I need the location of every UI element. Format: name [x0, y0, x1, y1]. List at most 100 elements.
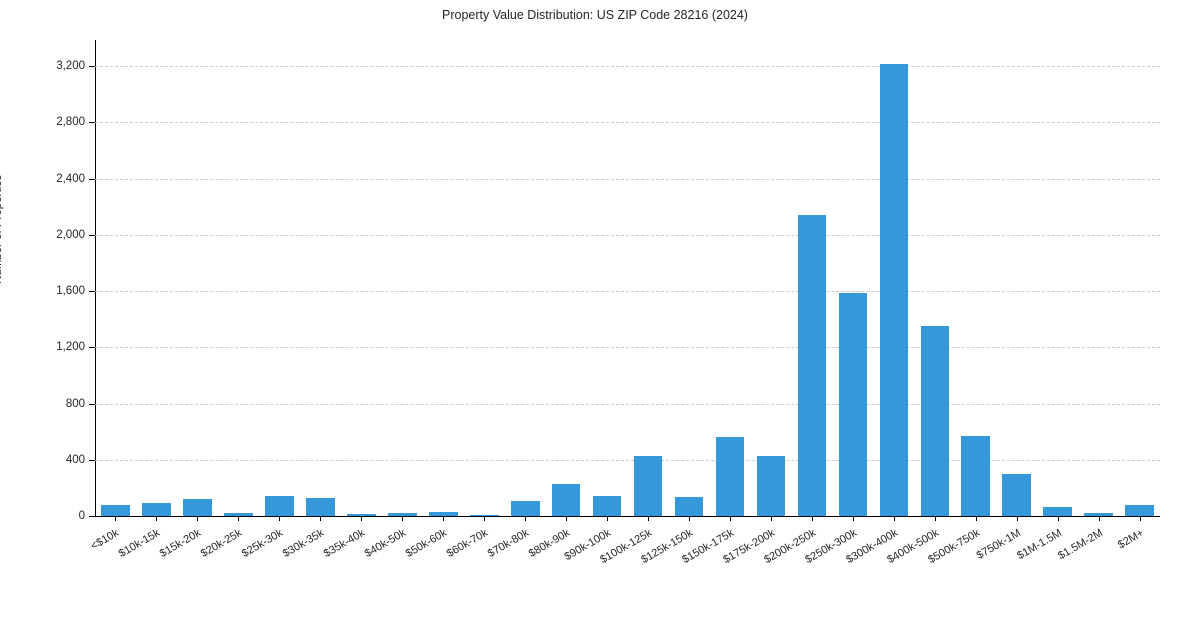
bar-slot	[95, 52, 136, 516]
bar[interactable]	[387, 512, 417, 516]
x-tick-mark	[115, 516, 117, 521]
bar-slot	[300, 52, 341, 516]
bar-slot	[791, 52, 832, 516]
x-axis-line	[95, 516, 1160, 517]
x-tick-mark	[1016, 516, 1018, 521]
bar-slot	[996, 52, 1037, 516]
bar[interactable]	[142, 502, 171, 516]
x-tick-mark	[811, 516, 813, 521]
y-tick-label: 1,200	[56, 341, 85, 354]
y-axis-line	[95, 40, 96, 517]
y-tick-label: 400	[65, 453, 85, 466]
bar[interactable]	[1043, 506, 1073, 516]
bar[interactable]	[346, 514, 376, 516]
bar[interactable]	[633, 455, 663, 516]
bar-slot	[218, 52, 259, 516]
x-tick-mark	[402, 516, 404, 521]
x-tick-mark	[279, 516, 281, 521]
gridline	[95, 234, 1160, 236]
y-tick-mark	[89, 516, 95, 517]
bar[interactable]	[1084, 512, 1114, 516]
bar[interactable]	[879, 63, 909, 516]
y-tick-mark	[89, 178, 95, 180]
x-tick-mark	[934, 516, 936, 521]
bar-slot	[423, 52, 464, 516]
bar[interactable]	[551, 483, 581, 516]
bar-slot	[587, 52, 628, 516]
y-tick-mark	[89, 347, 95, 349]
gridline	[95, 178, 1160, 180]
bar-slot	[1119, 52, 1160, 516]
y-tick-label: 2,800	[56, 116, 85, 129]
x-tick-mark	[852, 516, 854, 521]
x-tick-mark	[443, 516, 445, 521]
x-tick-mark	[156, 516, 158, 521]
bar-slot	[669, 52, 710, 516]
bar-slot	[341, 52, 382, 516]
bar-slot	[177, 52, 218, 516]
bar[interactable]	[510, 500, 540, 516]
y-tick-mark	[89, 291, 95, 293]
x-tick-mark	[729, 516, 731, 521]
bar-slot	[751, 52, 792, 516]
bar-slot	[259, 52, 300, 516]
x-tick-mark	[893, 516, 895, 521]
bar[interactable]	[265, 496, 294, 516]
bar[interactable]	[428, 511, 458, 516]
bar-slot	[1037, 52, 1078, 516]
bar-slot	[546, 52, 587, 516]
y-tick-mark	[89, 403, 95, 405]
x-tick-mark	[975, 516, 977, 521]
x-tick-mark	[525, 516, 527, 521]
bar[interactable]	[592, 495, 622, 516]
bar[interactable]	[469, 514, 499, 516]
y-tick-mark	[89, 66, 95, 68]
chart-title: Property Value Distribution: US ZIP Code…	[442, 8, 748, 22]
x-tick-mark	[361, 516, 363, 521]
gridline	[95, 347, 1160, 349]
bar[interactable]	[224, 513, 253, 516]
bar-slot	[136, 52, 177, 516]
bar[interactable]	[715, 437, 745, 516]
y-tick-label: 2,400	[56, 172, 85, 185]
x-tick-mark	[197, 516, 199, 521]
x-tick-mark	[770, 516, 772, 521]
bar-slot	[628, 52, 669, 516]
bar[interactable]	[961, 435, 991, 516]
bar[interactable]	[183, 499, 212, 516]
y-tick-label: 0	[78, 510, 85, 522]
plot-area	[95, 52, 1160, 516]
bar-slot	[464, 52, 505, 516]
bar-slot	[955, 52, 996, 516]
bar-slot	[914, 52, 955, 516]
bar[interactable]	[1002, 473, 1032, 516]
y-axis-label: Number of Properties	[0, 174, 4, 284]
bar[interactable]	[920, 326, 950, 516]
x-tick-mark	[688, 516, 690, 521]
bar-slot	[873, 52, 914, 516]
gridline	[95, 66, 1160, 68]
gridline	[95, 459, 1160, 461]
bar-slot	[382, 52, 423, 516]
bar[interactable]	[305, 498, 335, 516]
gridline	[95, 122, 1160, 124]
y-tick-label: 800	[65, 397, 85, 410]
bar[interactable]	[674, 497, 704, 516]
bar-series	[95, 52, 1160, 516]
y-tick-label: 2,000	[56, 228, 85, 241]
bar[interactable]	[838, 293, 868, 516]
y-tick-mark	[89, 234, 95, 236]
bar-slot	[710, 52, 751, 516]
gridline	[95, 403, 1160, 405]
bar-slot	[832, 52, 873, 516]
bar[interactable]	[756, 456, 786, 516]
bar[interactable]	[1125, 505, 1155, 516]
bar-slot	[1078, 52, 1119, 516]
x-tick-mark	[607, 516, 609, 521]
x-tick-mark	[238, 516, 240, 521]
bar[interactable]	[101, 505, 130, 516]
y-tick-label: 3,200	[56, 60, 85, 73]
bar-slot	[505, 52, 546, 516]
x-tick-mark	[647, 516, 649, 521]
bar[interactable]	[797, 215, 827, 516]
